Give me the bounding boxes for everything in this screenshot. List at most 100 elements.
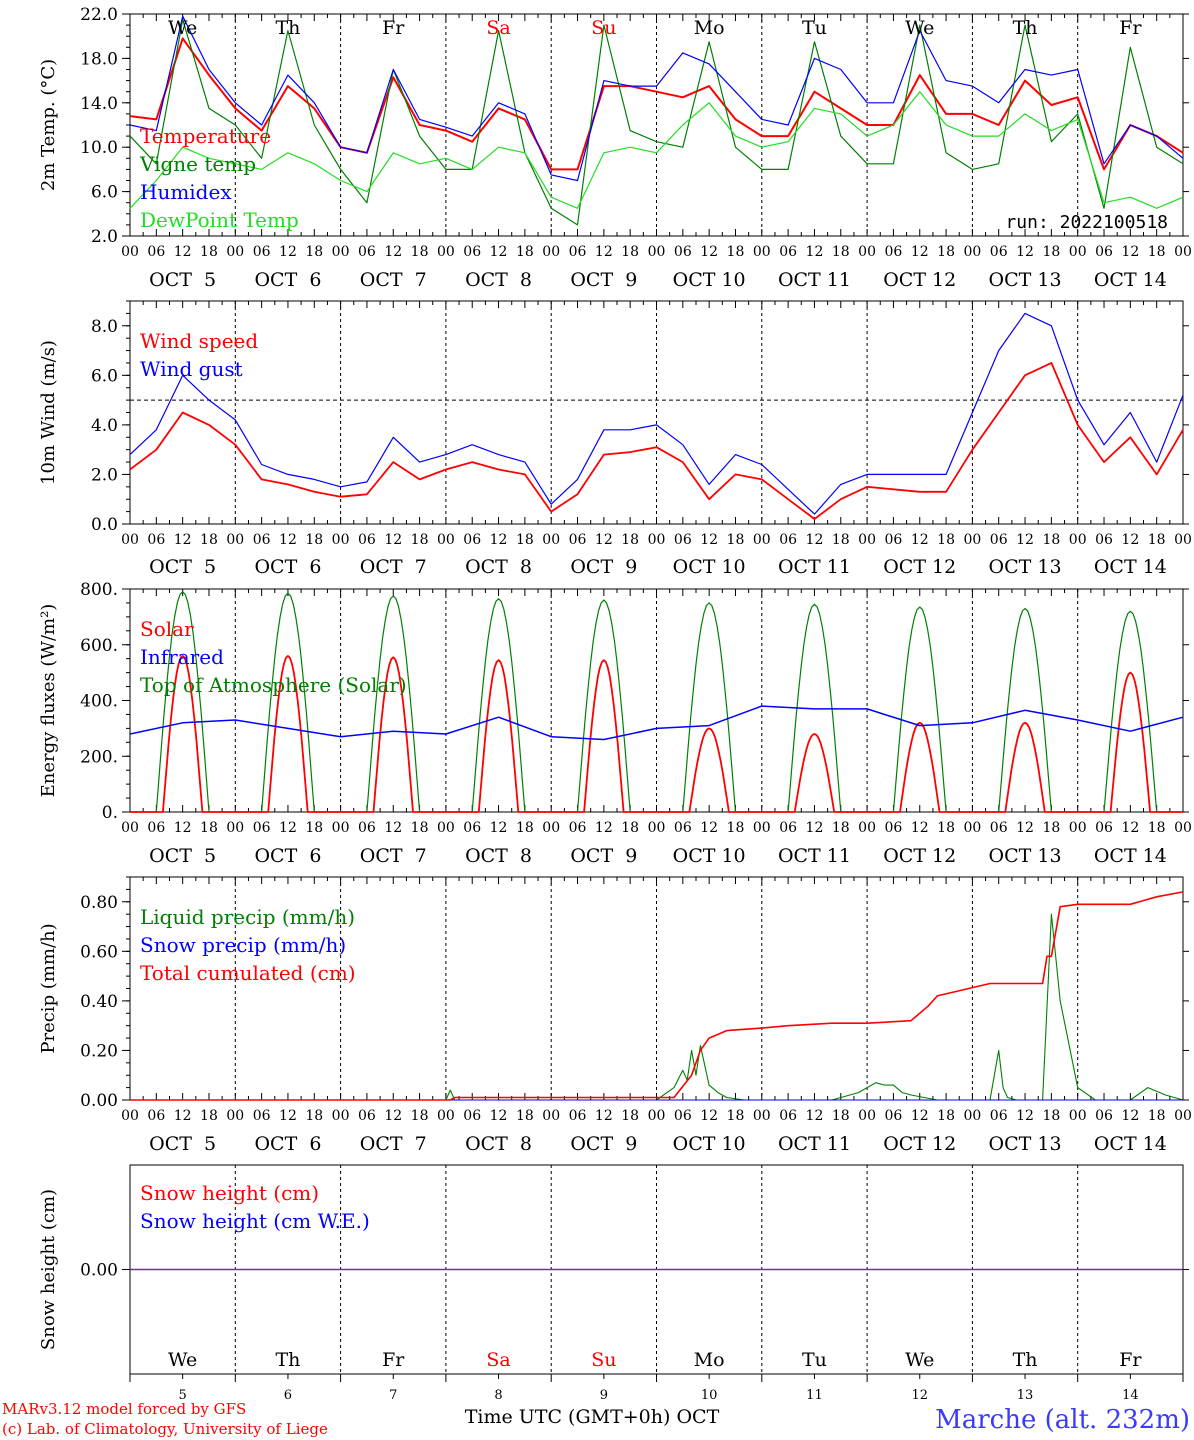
precip-legend-snow-precip-mm-h-: Snow precip (mm/h) [140, 933, 346, 957]
precip-date-label: OCT 13 [989, 1133, 1062, 1155]
wind-y-tick-label: 4.0 [91, 416, 118, 436]
energy-date-label: OCT 11 [778, 845, 851, 867]
precip-hour-label: 12 [595, 1108, 613, 1124]
snow-day-number: 7 [389, 1388, 397, 1403]
temperature-hour-label: 18 [411, 244, 429, 260]
precip-y-tick-label: 0.20 [80, 1041, 118, 1061]
precip-date-label: OCT 6 [254, 1133, 321, 1155]
temperature-hour-label: 12 [279, 244, 297, 260]
energy-hour-label: 12 [174, 820, 192, 836]
precip-date-label: OCT 11 [778, 1133, 851, 1155]
run-label: run: 2022100518 [1005, 212, 1168, 233]
wind-y-tick-label: 2.0 [91, 465, 118, 485]
energy-date-label: OCT 9 [570, 845, 637, 867]
precip-hour-label: 00 [858, 1108, 876, 1124]
temperature-hour-label: 12 [595, 244, 613, 260]
snow-legend-snow-height-cm-w-e-: Snow height (cm W.E.) [140, 1209, 370, 1233]
temperature-day-name: Th [1013, 17, 1038, 39]
precip-date-label: OCT 12 [883, 1133, 956, 1155]
energy-hour-label: 12 [700, 820, 718, 836]
temperature-day-name: Tu [802, 17, 827, 39]
wind-hour-label: 12 [595, 532, 613, 548]
energy-date-label: OCT 6 [254, 845, 321, 867]
temperature-y-tick-label: 18.0 [80, 49, 118, 69]
snow-day-name: Th [1013, 1349, 1038, 1371]
temperature-hour-label: 18 [727, 244, 745, 260]
snow-day-number: 8 [494, 1388, 502, 1403]
temperature-hour-label: 00 [858, 244, 876, 260]
precip-date-label: OCT 14 [1094, 1133, 1167, 1155]
wind-date-label: OCT 6 [254, 556, 321, 578]
temperature-day-name: We [168, 17, 197, 39]
energy-y-tick-label: 200. [80, 747, 118, 767]
wind-hour-label: 00 [332, 532, 350, 548]
temperature-hour-label: 00 [753, 244, 771, 260]
wind-hour-label: 06 [358, 532, 376, 548]
wind-hour-label: 00 [226, 532, 244, 548]
wind-series-line [129, 361, 1184, 520]
precip-date-label: OCT 5 [149, 1133, 216, 1155]
temperature-y-tick-label: 10.0 [80, 138, 118, 158]
wind-hour-label: 18 [621, 532, 639, 548]
snow-day-name: We [905, 1349, 934, 1371]
temperature-hour-label: 06 [358, 244, 376, 260]
wind-hour-label: 18 [411, 532, 429, 548]
precip-y-tick-label: 0.00 [80, 1091, 118, 1111]
precip-hour-label: 06 [147, 1108, 165, 1124]
wind-hour-label: 12 [806, 532, 824, 548]
precip-hour-label: 00 [753, 1108, 771, 1124]
wind-date-label: OCT 13 [989, 556, 1062, 578]
wind-date-label: OCT 7 [360, 556, 427, 578]
energy-hour-label: 06 [569, 820, 587, 836]
energy-y-axis-label: Energy fluxes (W/m²) [38, 604, 59, 798]
wind-hour-label: 18 [305, 532, 323, 548]
wind-date-label: OCT 9 [570, 556, 637, 578]
precip-date-label: OCT 8 [465, 1133, 532, 1155]
wind-hour-label: 06 [569, 532, 587, 548]
precip-y-tick-label: 0.60 [80, 942, 118, 962]
temperature-date-label: OCT 9 [570, 269, 637, 291]
precip-hour-label: 12 [1016, 1108, 1034, 1124]
temperature-hour-label: 00 [437, 244, 455, 260]
precip-hour-label: 18 [621, 1108, 639, 1124]
energy-hour-label: 06 [990, 820, 1008, 836]
energy-hour-label: 18 [937, 820, 955, 836]
temperature-day-name: We [905, 17, 934, 39]
temperature-hour-label: 12 [806, 244, 824, 260]
wind-legend-wind-gust: Wind gust [140, 357, 243, 381]
precip-date-label: OCT 10 [673, 1133, 746, 1155]
energy-hour-label: 12 [595, 820, 613, 836]
precip-hour-label: 18 [832, 1108, 850, 1124]
wind-hour-label: 12 [700, 532, 718, 548]
snow-y-axis-label: Snow height (cm) [38, 1189, 59, 1350]
energy-hour-label: 06 [147, 820, 165, 836]
energy-hour-label: 00 [1174, 820, 1192, 836]
precip-hour-label: 06 [253, 1108, 271, 1124]
snow-legend-snow-height-cm-: Snow height (cm) [140, 1181, 319, 1205]
energy-hour-label: 18 [411, 820, 429, 836]
wind-y-axis-label: 10m Wind (m/s) [38, 340, 59, 485]
energy-hour-label: 12 [1016, 820, 1034, 836]
snow-day-number: 5 [179, 1388, 187, 1403]
wind-date-label: OCT 5 [149, 556, 216, 578]
temperature-hour-label: 06 [779, 244, 797, 260]
temperature-date-label: OCT 8 [465, 269, 532, 291]
precip-hour-label: 12 [806, 1108, 824, 1124]
temperature-y-axis-label: 2m Temp. (°C) [38, 59, 59, 191]
temperature-hour-label: 06 [1095, 244, 1113, 260]
snow-day-name: Fr [1119, 1349, 1142, 1371]
precip-hour-label: 00 [1174, 1108, 1192, 1124]
snow-day-number: 9 [600, 1388, 608, 1403]
energy-date-label: OCT 14 [1094, 845, 1167, 867]
precip-hour-label: 06 [358, 1108, 376, 1124]
wind-hour-label: 06 [253, 532, 271, 548]
temperature-hour-label: 12 [1016, 244, 1034, 260]
wind-hour-label: 18 [727, 532, 745, 548]
precip-hour-label: 18 [1042, 1108, 1060, 1124]
wind-hour-label: 00 [1069, 532, 1087, 548]
temperature-date-label: OCT 12 [883, 269, 956, 291]
temperature-day-name: Su [591, 17, 616, 39]
energy-series-line [130, 591, 1183, 813]
temperature-hour-label: 18 [621, 244, 639, 260]
precip-legend-total-cumulated-cm-: Total cumulated (cm) [140, 961, 356, 985]
